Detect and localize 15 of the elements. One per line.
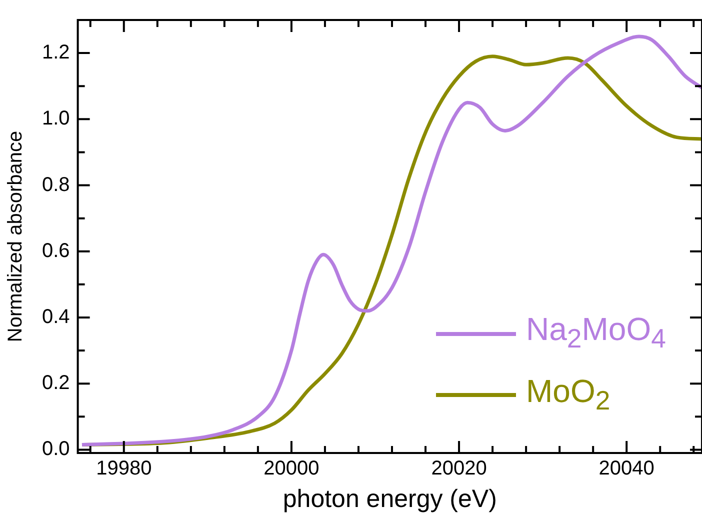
y-tick-label: 1.0 (42, 108, 70, 130)
y-tick-label: 0.0 (42, 438, 70, 460)
y-axis-title: Normalized absorbance (4, 130, 27, 342)
y-tick-label: 0.2 (42, 372, 70, 394)
y-tick-label: 1.2 (42, 42, 70, 64)
y-tick-label: 0.6 (42, 240, 70, 262)
legend-label: MoO$_{2}$ (526, 372, 612, 417)
x-axis-title: photon energy (eV) (282, 484, 497, 513)
x-tick-label: 20000 (264, 458, 320, 480)
x-tick-label: 20040 (598, 458, 654, 480)
x-tick-label: 20020 (431, 458, 487, 480)
y-tick-label: 0.4 (42, 306, 70, 328)
x-tick-label: 19980 (96, 458, 152, 480)
y-tick-label: 0.8 (42, 174, 70, 196)
legend-label: Na$_{2}$MoO$_{4}$ (526, 310, 667, 356)
